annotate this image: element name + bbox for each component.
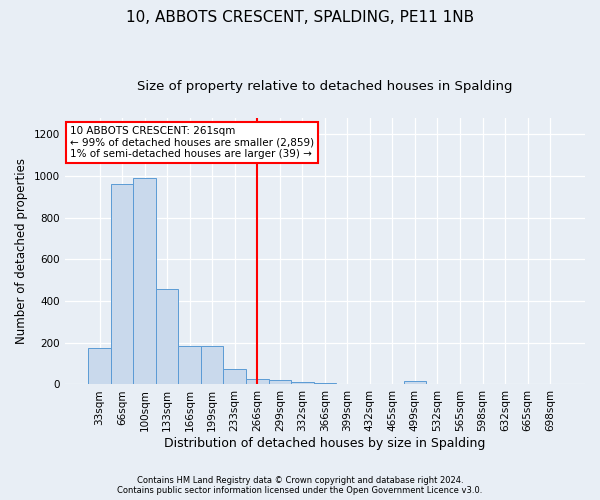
X-axis label: Distribution of detached houses by size in Spalding: Distribution of detached houses by size …: [164, 437, 485, 450]
Bar: [269, 380, 291, 384]
Bar: [246, 379, 269, 384]
Bar: [404, 382, 426, 384]
Bar: [88, 348, 111, 385]
Bar: [156, 288, 178, 384]
Title: Size of property relative to detached houses in Spalding: Size of property relative to detached ho…: [137, 80, 512, 93]
Y-axis label: Number of detached properties: Number of detached properties: [15, 158, 28, 344]
Text: 10 ABBOTS CRESCENT: 261sqm
← 99% of detached houses are smaller (2,859)
1% of se: 10 ABBOTS CRESCENT: 261sqm ← 99% of deta…: [70, 126, 314, 159]
Text: Contains HM Land Registry data © Crown copyright and database right 2024.
Contai: Contains HM Land Registry data © Crown c…: [118, 476, 482, 495]
Bar: [178, 346, 201, 385]
Text: 10, ABBOTS CRESCENT, SPALDING, PE11 1NB: 10, ABBOTS CRESCENT, SPALDING, PE11 1NB: [126, 10, 474, 25]
Bar: [291, 382, 314, 384]
Bar: [111, 184, 133, 384]
Bar: [201, 346, 223, 385]
Bar: [133, 178, 156, 384]
Bar: [223, 369, 246, 384]
